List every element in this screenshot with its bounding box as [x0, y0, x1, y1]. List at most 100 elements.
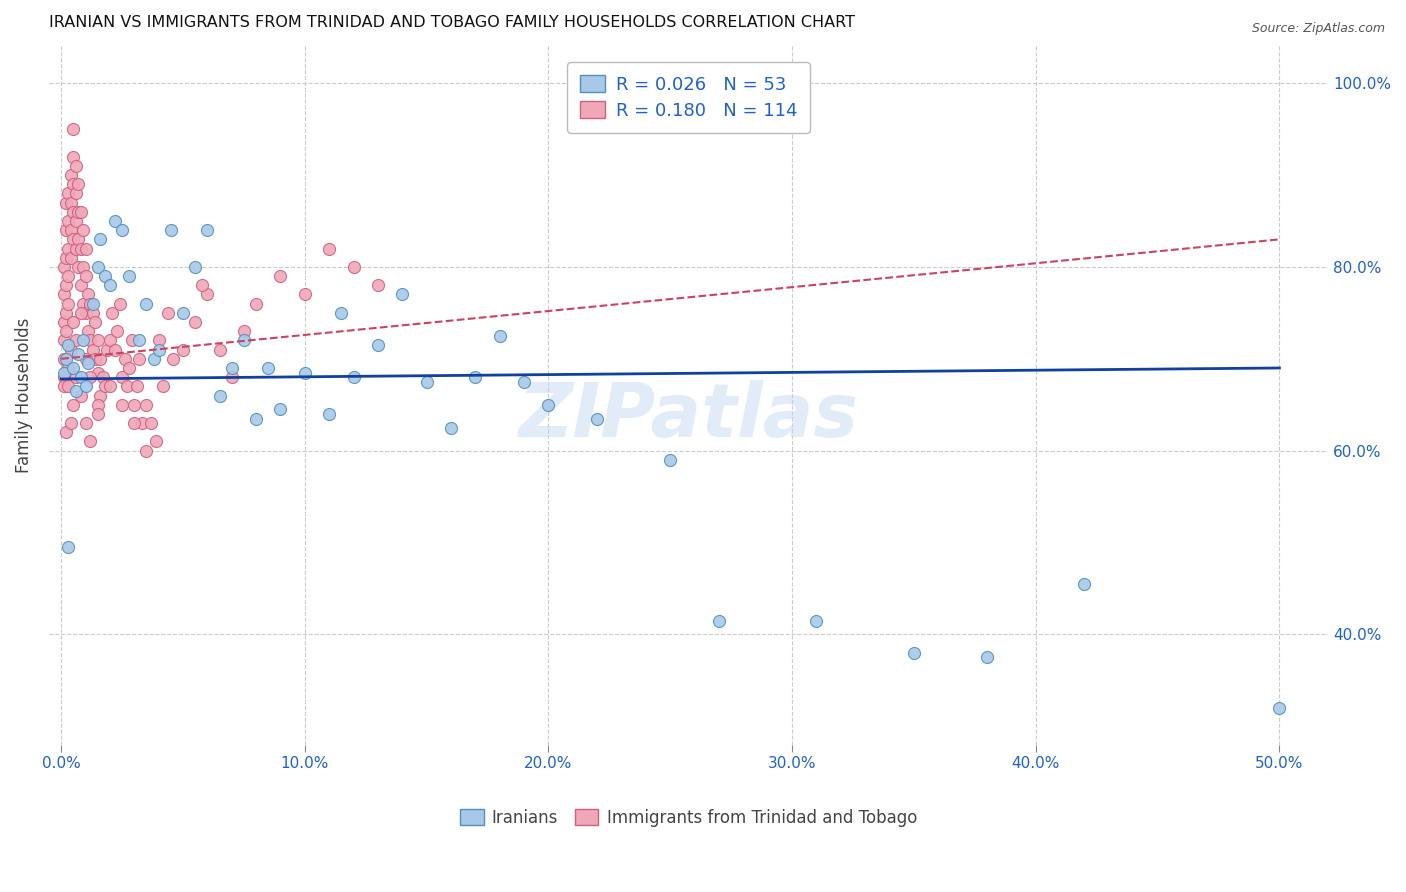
Point	[69, 370, 91, 384]
Point	[52, 366, 75, 380]
Point	[118, 361, 141, 376]
Point	[342, 260, 364, 274]
Legend: Iranians, Immigrants from Trinidad and Tobago: Iranians, Immigrants from Trinidad and T…	[454, 802, 924, 833]
Point	[104, 343, 127, 357]
Point	[52, 379, 75, 393]
Point	[62, 315, 84, 329]
Point	[58, 540, 80, 554]
Point	[58, 296, 80, 310]
Point	[91, 370, 114, 384]
Point	[67, 347, 90, 361]
Point	[58, 379, 80, 393]
Point	[62, 204, 84, 219]
Point	[59, 343, 82, 357]
Point	[172, 343, 194, 357]
Point	[52, 334, 75, 348]
Point	[184, 260, 207, 274]
Point	[294, 287, 316, 301]
Point	[122, 398, 145, 412]
Point	[79, 334, 101, 348]
Point	[330, 306, 353, 320]
Point	[65, 214, 87, 228]
Point	[55, 425, 77, 440]
Point	[159, 223, 181, 237]
Point	[52, 370, 75, 384]
Point	[79, 296, 101, 310]
Point	[86, 366, 108, 380]
Point	[111, 398, 134, 412]
Point	[1268, 701, 1291, 715]
Point	[75, 269, 97, 284]
Point	[82, 306, 104, 320]
Point	[55, 195, 77, 210]
Point	[391, 287, 413, 301]
Point	[586, 411, 609, 425]
Point	[101, 306, 124, 320]
Point	[318, 407, 340, 421]
Point	[245, 296, 267, 310]
Point	[1073, 577, 1095, 591]
Point	[269, 269, 291, 284]
Point	[367, 338, 389, 352]
Point	[128, 351, 150, 366]
Point	[55, 278, 77, 293]
Point	[111, 370, 134, 384]
Point	[55, 251, 77, 265]
Point	[148, 343, 170, 357]
Point	[77, 287, 100, 301]
Point	[55, 324, 77, 338]
Point	[440, 420, 463, 434]
Point	[245, 411, 267, 425]
Point	[52, 315, 75, 329]
Text: IRANIAN VS IMMIGRANTS FROM TRINIDAD AND TOBAGO FAMILY HOUSEHOLDS CORRELATION CHA: IRANIAN VS IMMIGRANTS FROM TRINIDAD AND …	[49, 15, 855, 30]
Point	[94, 379, 117, 393]
Point	[84, 315, 107, 329]
Point	[58, 338, 80, 352]
Point	[82, 343, 104, 357]
Point	[75, 306, 97, 320]
Point	[232, 324, 254, 338]
Point	[62, 150, 84, 164]
Point	[131, 416, 153, 430]
Point	[172, 306, 194, 320]
Point	[52, 287, 75, 301]
Point	[62, 232, 84, 246]
Point	[58, 269, 80, 284]
Point	[75, 351, 97, 366]
Point	[269, 402, 291, 417]
Point	[86, 260, 108, 274]
Point	[75, 416, 97, 430]
Point	[195, 223, 218, 237]
Point	[114, 351, 136, 366]
Point	[208, 388, 231, 402]
Point	[52, 351, 75, 366]
Point	[65, 334, 87, 348]
Point	[98, 278, 121, 293]
Y-axis label: Family Households: Family Households	[15, 318, 32, 474]
Point	[89, 388, 111, 402]
Point	[58, 186, 80, 201]
Point	[55, 223, 77, 237]
Point	[98, 334, 121, 348]
Point	[62, 398, 84, 412]
Text: Source: ZipAtlas.com: Source: ZipAtlas.com	[1251, 22, 1385, 36]
Point	[121, 334, 143, 348]
Point	[55, 306, 77, 320]
Point	[96, 343, 118, 357]
Point	[141, 416, 163, 430]
Point	[79, 370, 101, 384]
Point	[86, 334, 108, 348]
Point	[415, 375, 437, 389]
Point	[59, 416, 82, 430]
Point	[59, 195, 82, 210]
Point	[94, 269, 117, 284]
Point	[75, 242, 97, 256]
Point	[72, 334, 94, 348]
Point	[184, 315, 207, 329]
Point	[903, 646, 925, 660]
Point	[152, 379, 174, 393]
Point	[191, 278, 214, 293]
Point	[135, 398, 157, 412]
Point	[707, 614, 730, 628]
Point	[98, 379, 121, 393]
